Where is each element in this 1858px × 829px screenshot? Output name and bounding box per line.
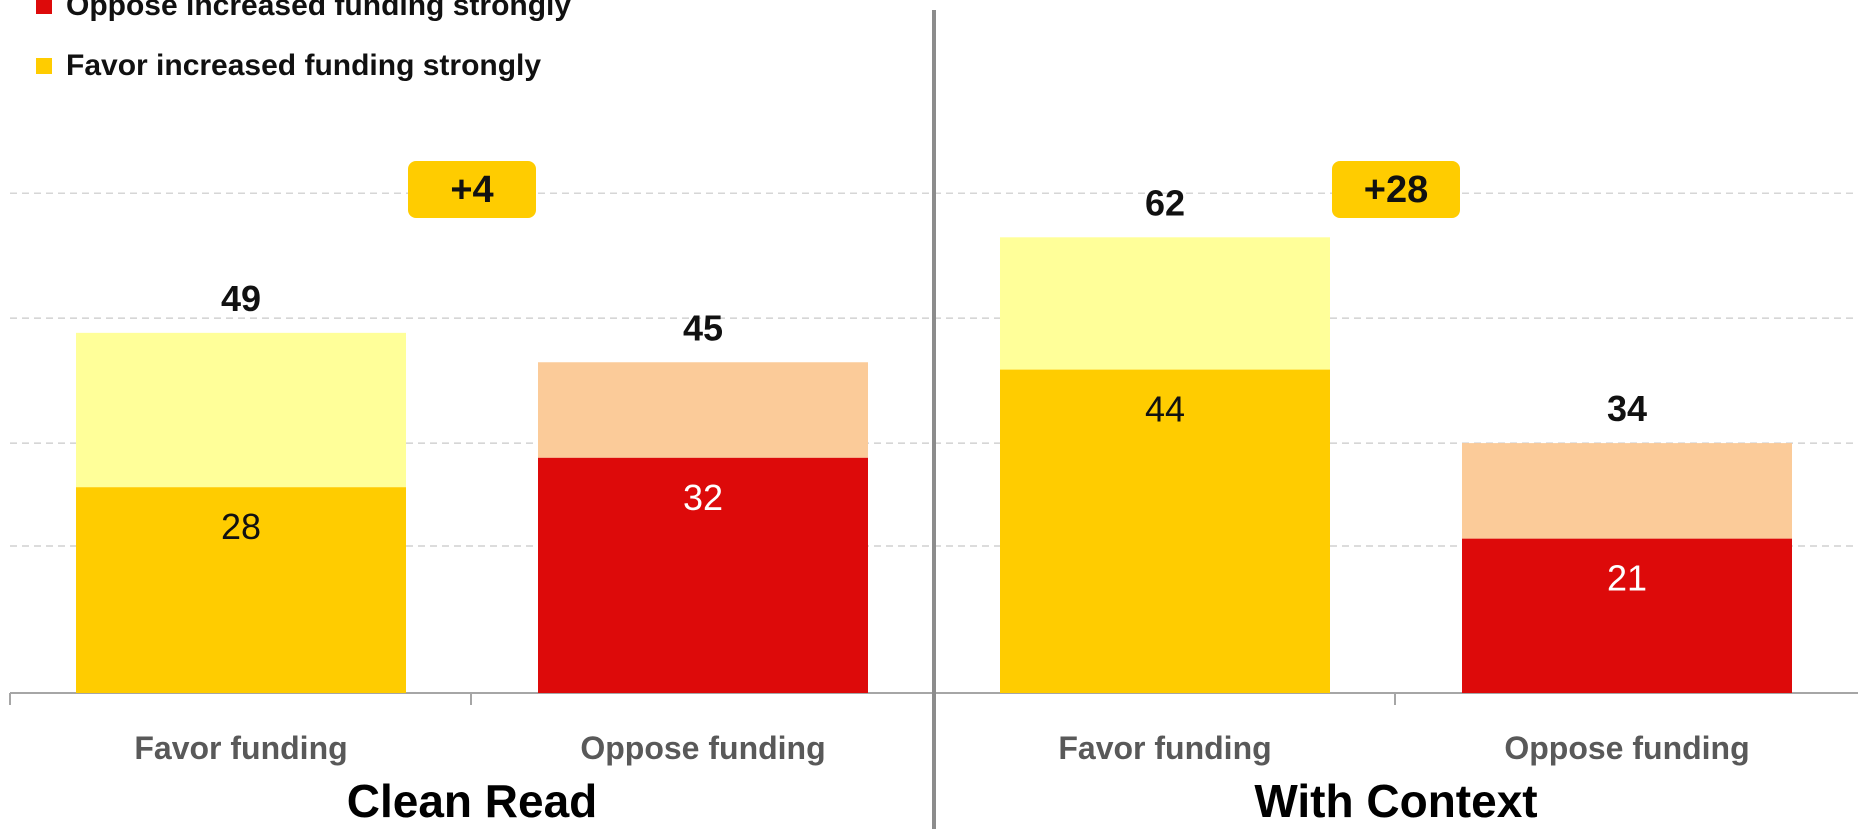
legend: Oppose increased funding strongly Favor …: [36, 0, 571, 108]
category-label-2-2: Oppose funding: [1504, 730, 1749, 766]
bar-strong-segment-1-1: [76, 487, 406, 693]
bar-total-segment-1-2: [538, 362, 868, 458]
bar-strong-label-2-2: 21: [1607, 558, 1647, 599]
difference-badge-2: [1332, 161, 1460, 218]
group-title-1: Clean Read: [347, 775, 598, 827]
group-title-2: With Context: [1254, 775, 1537, 827]
difference-badge-1: [408, 161, 536, 218]
legend-swatch-favor-strongly: [36, 58, 52, 74]
bar-strong-segment-1-2: [538, 457, 868, 693]
legend-item-favor-strongly: Favor increased funding strongly: [36, 48, 571, 84]
bar-strong-label-2-1: 44: [1145, 389, 1185, 430]
bar-total-label-1-2: 45: [683, 307, 723, 348]
bar-total-label-2-1: 62: [1145, 182, 1185, 223]
bar-strong-segment-2-1: [1000, 369, 1330, 693]
category-label-2-1: Favor funding: [1058, 730, 1271, 766]
legend-label-oppose-strongly: Oppose increased funding strongly: [66, 0, 572, 22]
bar-total-segment-1-1: [76, 332, 406, 488]
bar-total-segment-2-2: [1462, 443, 1792, 539]
category-label-1-1: Favor funding: [134, 730, 347, 766]
bar-total-segment-2-1: [1000, 237, 1330, 370]
category-label-1-2: Oppose funding: [580, 730, 825, 766]
bar-total-label-2-2: 34: [1607, 388, 1647, 429]
legend-label-favor-strongly: Favor increased funding strongly: [66, 49, 542, 82]
bar-total-label-1-1: 49: [221, 278, 261, 319]
bar-strong-label-1-1: 28: [221, 506, 261, 547]
legend-swatch-oppose-strongly: [36, 0, 52, 14]
bar-strong-label-1-2: 32: [683, 477, 723, 518]
difference-label-2: +28: [1364, 169, 1428, 211]
legend-item-oppose-strongly: Oppose increased funding strongly: [36, 0, 571, 24]
difference-label-1: +4: [450, 169, 493, 211]
bar-strong-segment-2-2: [1462, 538, 1792, 693]
